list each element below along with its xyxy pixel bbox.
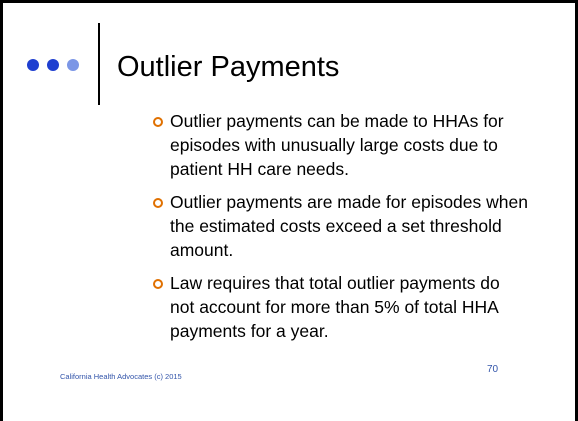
bullet-marker [153,198,163,208]
page-number: 70 [487,364,499,375]
slide-title: Outlier Payments [117,51,340,83]
bullet-marker [153,279,163,289]
footer: California Health Advocates (c) 2015 [60,372,182,381]
bullet-text: Outlier payments are made for episodes w… [170,192,528,260]
decor-dot [67,59,79,71]
bullet-item: Outlier payments are made for episodes w… [153,190,528,262]
decor-dot [27,59,39,71]
bullet-text: Outlier payments can be made to HHAs for… [170,111,504,179]
bullet-item: Law requires that total outlier payments… [153,271,528,343]
bullet-marker [153,117,163,127]
bullet-list: Outlier payments can be made to HHAs for… [153,109,528,352]
bullet-text: Law requires that total outlier payments… [170,273,500,341]
divider [98,23,100,105]
bullet-item: Outlier payments can be made to HHAs for… [153,109,528,181]
decor-dot [47,59,59,71]
